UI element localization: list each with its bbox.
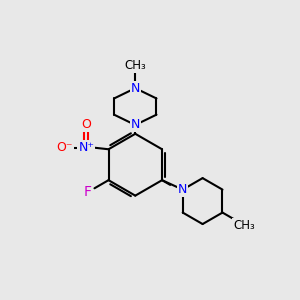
Text: CH₃: CH₃ (233, 219, 255, 232)
Text: N⁺: N⁺ (78, 141, 94, 154)
Text: N: N (130, 118, 140, 131)
Text: O⁻: O⁻ (56, 141, 73, 154)
Text: N: N (130, 82, 140, 95)
Text: F: F (83, 185, 91, 200)
Text: N: N (178, 183, 188, 196)
Text: O: O (82, 118, 92, 131)
Text: CH₃: CH₃ (124, 59, 146, 72)
